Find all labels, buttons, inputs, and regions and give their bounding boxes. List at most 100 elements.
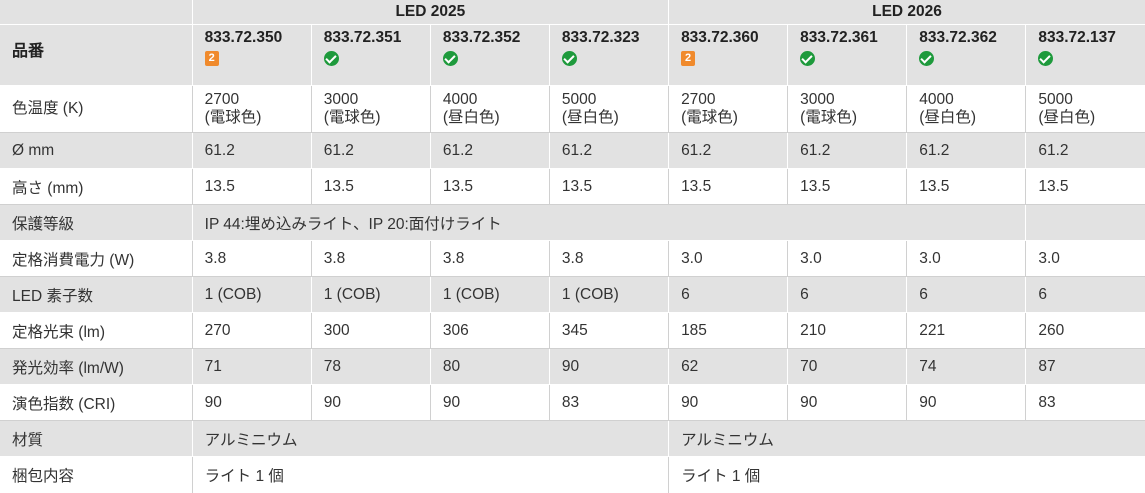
check-icon <box>800 51 815 66</box>
table-cell: 13.5 <box>669 169 788 205</box>
product-code: 833.72.350 <box>205 29 311 47</box>
package-value-2026: ライト 1 個 <box>669 457 1145 493</box>
product-cell: 833.72.137 <box>1026 25 1145 86</box>
row-label-cri: 演色指数 (CRI) <box>0 385 192 421</box>
table-cell: 90 <box>788 385 907 421</box>
table-cell: 345 <box>549 313 668 349</box>
color-temp-desc: (電球色) <box>324 109 430 127</box>
group-header-row: LED 2025 LED 2026 <box>0 0 1145 25</box>
table-cell: 90 <box>192 385 311 421</box>
table-cell: 4000(昼白色) <box>907 86 1026 133</box>
table-cell: 3.8 <box>192 241 311 277</box>
row-label-flux: 定格光束 (lm) <box>0 313 192 349</box>
table-cell: 13.5 <box>549 169 668 205</box>
product-code: 833.72.362 <box>919 29 1025 47</box>
table-cell: 70 <box>788 349 907 385</box>
table-row-efficacy: 発光効率 (lm/W) 71 78 80 90 62 70 74 87 <box>0 349 1145 385</box>
product-code: 833.72.137 <box>1038 29 1145 47</box>
group-header-led-2025: LED 2025 <box>192 0 668 25</box>
product-code: 833.72.360 <box>681 29 787 47</box>
row-label-led-count: LED 素子数 <box>0 277 192 313</box>
table-cell: 61.2 <box>788 133 907 169</box>
table-cell: 61.2 <box>192 133 311 169</box>
color-temp-desc: (昼白色) <box>562 109 668 127</box>
table-cell: 90 <box>430 385 549 421</box>
table-cell: 61.2 <box>311 133 430 169</box>
table-cell: 210 <box>788 313 907 349</box>
table-row-flux: 定格光束 (lm) 270 300 306 345 185 210 221 26… <box>0 313 1145 349</box>
table-cell: 90 <box>549 349 668 385</box>
table-cell: 3.0 <box>788 241 907 277</box>
table-cell: 13.5 <box>311 169 430 205</box>
row-label-material: 材質 <box>0 421 192 457</box>
table-cell: 3000(電球色) <box>311 86 430 133</box>
table-cell: 6 <box>1026 277 1145 313</box>
table-cell: 13.5 <box>788 169 907 205</box>
group-header-led-2026: LED 2026 <box>669 0 1145 25</box>
table-row-cri: 演色指数 (CRI) 90 90 90 83 90 90 90 83 <box>0 385 1145 421</box>
table-cell: 3.8 <box>549 241 668 277</box>
check-icon <box>562 51 577 66</box>
table-row-led-count: LED 素子数 1 (COB) 1 (COB) 1 (COB) 1 (COB) … <box>0 277 1145 313</box>
table-cell: 13.5 <box>192 169 311 205</box>
row-label-diameter: Ø mm <box>0 133 192 169</box>
table-cell: 2700(電球色) <box>192 86 311 133</box>
row-label-power: 定格消費電力 (W) <box>0 241 192 277</box>
table-cell: 3.0 <box>1026 241 1145 277</box>
table-row-power: 定格消費電力 (W) 3.8 3.8 3.8 3.8 3.0 3.0 3.0 3… <box>0 241 1145 277</box>
color-temp-value: 4000 <box>919 91 1025 109</box>
product-cell: 833.72.360 2 <box>669 25 788 86</box>
table-cell: 13.5 <box>430 169 549 205</box>
badge-icon: 2 <box>681 51 695 66</box>
color-temp-desc: (昼白色) <box>443 109 549 127</box>
product-cell: 833.72.350 2 <box>192 25 311 86</box>
table-cell: 260 <box>1026 313 1145 349</box>
table-cell: 13.5 <box>1026 169 1145 205</box>
table-row-diameter: Ø mm 61.2 61.2 61.2 61.2 61.2 61.2 61.2 … <box>0 133 1145 169</box>
table-cell <box>1026 205 1145 241</box>
table-row-color-temp: 色温度 (K) 2700(電球色) 3000(電球色) 4000(昼白色) 50… <box>0 86 1145 133</box>
table-cell: 3.0 <box>907 241 1026 277</box>
table-cell: 61.2 <box>1026 133 1145 169</box>
color-temp-desc: (昼白色) <box>1038 109 1145 127</box>
table-cell: 61.2 <box>669 133 788 169</box>
check-icon <box>919 51 934 66</box>
product-cell: 833.72.352 <box>430 25 549 86</box>
table-cell: 1 (COB) <box>430 277 549 313</box>
product-cell: 833.72.361 <box>788 25 907 86</box>
table-cell: 306 <box>430 313 549 349</box>
color-temp-value: 5000 <box>1038 91 1145 109</box>
table-row-protection: 保護等級 IP 44:埋め込みライト、IP 20:面付けライト <box>0 205 1145 241</box>
table-cell: 78 <box>311 349 430 385</box>
table-cell: 6 <box>669 277 788 313</box>
row-label-efficacy: 発光効率 (lm/W) <box>0 349 192 385</box>
color-temp-value: 3000 <box>324 91 430 109</box>
table-cell: 90 <box>311 385 430 421</box>
table-cell: 61.2 <box>907 133 1026 169</box>
check-icon <box>324 51 339 66</box>
table-cell: 74 <box>907 349 1026 385</box>
color-temp-value: 2700 <box>681 91 787 109</box>
table-cell: 61.2 <box>430 133 549 169</box>
table-row-height: 高さ (mm) 13.5 13.5 13.5 13.5 13.5 13.5 13… <box>0 169 1145 205</box>
table-cell: 87 <box>1026 349 1145 385</box>
row-label-package: 梱包内容 <box>0 457 192 493</box>
table-cell: 83 <box>549 385 668 421</box>
table-cell: 4000(昼白色) <box>430 86 549 133</box>
material-value-2025: アルミニウム <box>192 421 668 457</box>
row-label-height: 高さ (mm) <box>0 169 192 205</box>
badge-icon: 2 <box>205 51 219 66</box>
package-value-2025: ライト 1 個 <box>192 457 668 493</box>
table-cell: 300 <box>311 313 430 349</box>
table-cell: 6 <box>788 277 907 313</box>
product-code: 833.72.351 <box>324 29 430 47</box>
color-temp-desc: (電球色) <box>681 109 787 127</box>
color-temp-desc: (電球色) <box>205 109 311 127</box>
color-temp-value: 3000 <box>800 91 906 109</box>
table-cell: 3.8 <box>430 241 549 277</box>
table-cell: 90 <box>669 385 788 421</box>
group-header-spacer <box>0 0 192 25</box>
row-label-protection: 保護等級 <box>0 205 192 241</box>
